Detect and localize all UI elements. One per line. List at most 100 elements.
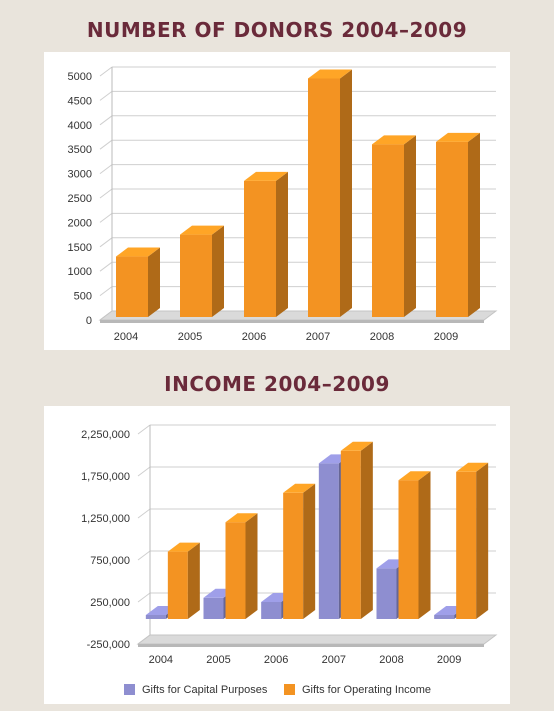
bar-front bbox=[372, 144, 404, 317]
donors-chart: 0 500 1000 1500 2000 2500 3000 3500 4000 4500 5000… bbox=[68, 66, 498, 343]
bar-front bbox=[261, 602, 282, 619]
bar-front bbox=[308, 78, 340, 317]
gridline-side bbox=[99, 115, 113, 126]
bar-front bbox=[318, 463, 339, 619]
y-tick-label: 2,250,000 bbox=[81, 429, 130, 441]
bar-front bbox=[376, 568, 397, 619]
bar-top bbox=[225, 513, 258, 523]
gridline-side bbox=[99, 164, 113, 174]
bar-front bbox=[456, 471, 477, 619]
y-tick-label: 250,000 bbox=[90, 597, 130, 609]
bar bbox=[436, 132, 480, 317]
x-tick-label: 2009 bbox=[437, 654, 461, 666]
bar-front bbox=[225, 522, 246, 619]
bar-front bbox=[436, 141, 468, 317]
x-tick-label: 2007 bbox=[322, 654, 346, 666]
gridline-side bbox=[99, 91, 113, 101]
y-tick-label: 1000 bbox=[68, 266, 92, 278]
bar bbox=[116, 247, 160, 317]
bar-side bbox=[303, 483, 316, 619]
donors-chart-heading: NUMBER OF DONORS 2004–2009 bbox=[86, 18, 468, 42]
bar bbox=[398, 471, 431, 619]
bar-side bbox=[418, 471, 431, 619]
gridline-side bbox=[99, 139, 113, 150]
y-tick-label: -250,000 bbox=[87, 639, 130, 651]
bar-side bbox=[276, 171, 288, 317]
y-tick-label: 750,000 bbox=[90, 555, 130, 567]
bar-side bbox=[212, 225, 224, 317]
bar-front bbox=[116, 256, 148, 317]
gridline-side bbox=[99, 286, 113, 297]
y-tick-label: 4000 bbox=[68, 120, 92, 132]
bar-front bbox=[283, 492, 304, 619]
chart-floor bbox=[136, 634, 498, 645]
x-tick-label: 2004 bbox=[114, 331, 138, 343]
bar-top bbox=[340, 441, 373, 451]
y-tick-label: 2500 bbox=[68, 193, 92, 205]
gridline-side bbox=[137, 424, 151, 435]
bar-top bbox=[436, 132, 480, 142]
y-tick-label: 2000 bbox=[68, 217, 92, 229]
gridline-side bbox=[99, 237, 113, 248]
bar-top bbox=[180, 225, 224, 235]
y-tick-label: 5000 bbox=[68, 71, 92, 83]
income-chart-heading: INCOME 2004–2009 bbox=[164, 372, 390, 396]
bar bbox=[372, 135, 416, 317]
bar bbox=[283, 483, 316, 619]
income-chart-panel: -250,000 250,000 750,000 1,250,000 1,750,000… bbox=[44, 406, 510, 704]
gridline-side bbox=[137, 550, 151, 561]
bar-side bbox=[476, 462, 489, 619]
income-chart: -250,000 250,000 750,000 1,250,000 1,750,000… bbox=[81, 424, 498, 696]
bar-side bbox=[360, 441, 373, 619]
x-tick-label: 2006 bbox=[242, 331, 266, 343]
gridline-side bbox=[137, 592, 151, 603]
bar-top bbox=[167, 542, 200, 552]
y-tick-label: 500 bbox=[74, 291, 92, 303]
y-tick-label: 3500 bbox=[68, 144, 92, 156]
x-tick-label: 2005 bbox=[206, 654, 230, 666]
bar bbox=[244, 171, 288, 317]
chart-floor-edge bbox=[100, 320, 484, 323]
bar-front bbox=[244, 180, 276, 317]
bar bbox=[456, 462, 489, 619]
bar-side bbox=[245, 513, 258, 619]
bar-side bbox=[148, 247, 160, 317]
y-tick-label: 1500 bbox=[68, 242, 92, 254]
bar-top bbox=[456, 462, 489, 472]
y-tick-label: 1,250,000 bbox=[81, 513, 130, 525]
legend-label: Gifts for Capital Purposes bbox=[142, 684, 268, 696]
bar bbox=[180, 225, 224, 317]
bar-top bbox=[372, 135, 416, 145]
bar-front bbox=[398, 480, 419, 619]
y-tick-label: 1,750,000 bbox=[81, 471, 130, 483]
bar-side bbox=[187, 542, 200, 619]
bar bbox=[308, 69, 352, 317]
x-tick-label: 2009 bbox=[434, 331, 458, 343]
y-tick-label: 3000 bbox=[68, 169, 92, 181]
chart-floor-edge bbox=[138, 644, 484, 647]
x-tick-label: 2006 bbox=[264, 654, 288, 666]
bar-top bbox=[398, 471, 431, 481]
y-tick-label: 4500 bbox=[68, 95, 92, 107]
bar-front bbox=[180, 234, 212, 317]
bar bbox=[225, 513, 258, 619]
bar-side bbox=[404, 135, 416, 317]
bar-front bbox=[167, 551, 188, 619]
gridline-side bbox=[137, 466, 151, 477]
bar bbox=[340, 441, 373, 619]
bar-top bbox=[308, 69, 352, 79]
bar bbox=[167, 542, 200, 619]
y-tick-label: 0 bbox=[86, 315, 92, 327]
legend-swatch bbox=[124, 684, 135, 695]
donors-chart-panel: 0 500 1000 1500 2000 2500 3000 3500 4000 4500 5000… bbox=[44, 52, 510, 350]
x-tick-label: 2007 bbox=[306, 331, 330, 343]
legend-swatch bbox=[284, 684, 295, 695]
gridline-side bbox=[99, 212, 113, 223]
bar-top bbox=[244, 171, 288, 181]
legend-label: Gifts for Operating Income bbox=[302, 684, 431, 696]
x-tick-label: 2004 bbox=[149, 654, 173, 666]
x-tick-label: 2008 bbox=[379, 654, 403, 666]
bar-top bbox=[116, 247, 160, 257]
bar-top bbox=[283, 483, 316, 493]
x-tick-label: 2005 bbox=[178, 331, 202, 343]
